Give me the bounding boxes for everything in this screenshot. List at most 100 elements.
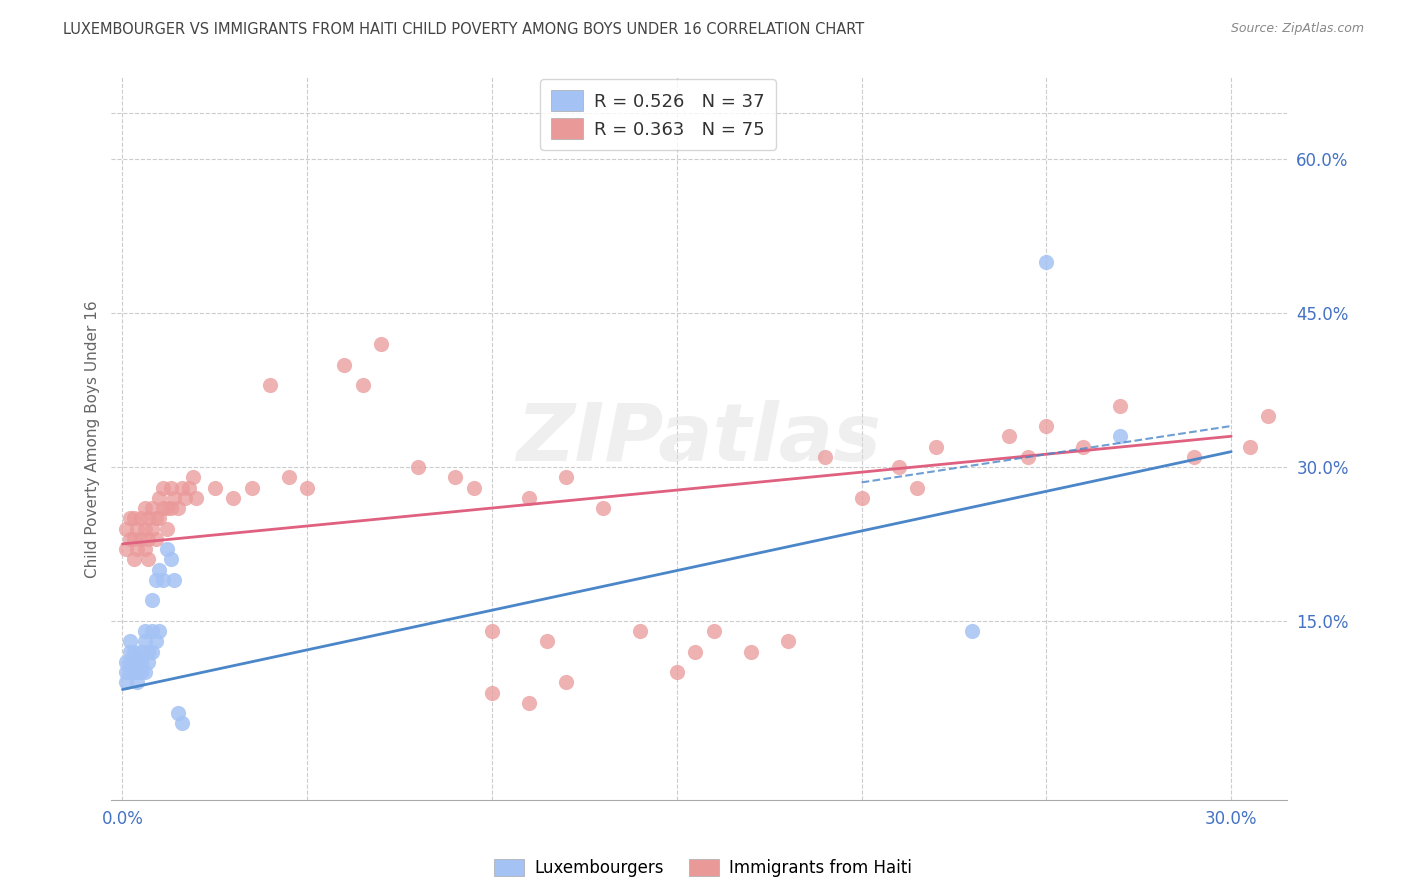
Point <box>156 501 179 516</box>
Point <box>134 634 156 648</box>
Point <box>129 511 152 525</box>
Point <box>170 716 193 731</box>
Point <box>1109 399 1132 413</box>
Legend: Luxembourgers, Immigrants from Haiti: Luxembourgers, Immigrants from Haiti <box>488 852 918 884</box>
Point <box>115 675 138 690</box>
Point <box>406 460 429 475</box>
Point <box>1239 440 1261 454</box>
Point <box>122 665 145 679</box>
Point <box>240 481 263 495</box>
Point <box>127 522 149 536</box>
Point <box>1182 450 1205 464</box>
Point <box>115 665 138 679</box>
Point <box>555 470 578 484</box>
Point <box>592 501 614 516</box>
Point <box>555 675 578 690</box>
Point <box>481 685 503 699</box>
Point <box>665 665 688 679</box>
Point <box>924 440 946 454</box>
Point <box>740 644 762 658</box>
Point <box>138 655 160 669</box>
Point <box>152 573 174 587</box>
Y-axis label: Child Poverty Among Boys Under 16: Child Poverty Among Boys Under 16 <box>86 300 100 578</box>
Point <box>145 511 167 525</box>
Point <box>177 481 200 495</box>
Point <box>141 624 163 638</box>
Point <box>115 655 138 669</box>
Point <box>297 481 319 495</box>
Text: Source: ZipAtlas.com: Source: ZipAtlas.com <box>1230 22 1364 36</box>
Point <box>370 337 392 351</box>
Point <box>127 675 149 690</box>
Point <box>156 522 179 536</box>
Point <box>115 522 138 536</box>
Point <box>905 481 928 495</box>
Point <box>1109 429 1132 443</box>
Point <box>163 573 186 587</box>
Point <box>222 491 245 505</box>
Point <box>444 470 467 484</box>
Point <box>703 624 725 638</box>
Point <box>148 563 170 577</box>
Point <box>517 696 540 710</box>
Point <box>333 358 356 372</box>
Point <box>685 644 707 658</box>
Point <box>998 429 1021 443</box>
Point <box>352 378 374 392</box>
Point <box>134 522 156 536</box>
Point <box>481 624 503 638</box>
Point <box>152 501 174 516</box>
Point <box>1035 255 1057 269</box>
Point <box>174 491 197 505</box>
Point <box>145 532 167 546</box>
Point <box>628 624 651 638</box>
Point <box>204 481 226 495</box>
Point <box>129 655 152 669</box>
Point <box>536 634 558 648</box>
Point <box>134 542 156 557</box>
Text: LUXEMBOURGER VS IMMIGRANTS FROM HAITI CHILD POVERTY AMONG BOYS UNDER 16 CORRELAT: LUXEMBOURGER VS IMMIGRANTS FROM HAITI CH… <box>63 22 865 37</box>
Point <box>118 665 141 679</box>
Point <box>148 511 170 525</box>
Point <box>776 634 799 648</box>
Point <box>277 470 299 484</box>
Point <box>517 491 540 505</box>
Point <box>141 644 163 658</box>
Point <box>118 511 141 525</box>
Point <box>141 593 163 607</box>
Point <box>851 491 873 505</box>
Point <box>134 665 156 679</box>
Point <box>138 511 160 525</box>
Point <box>186 491 208 505</box>
Point <box>145 573 167 587</box>
Point <box>134 501 156 516</box>
Point <box>148 491 170 505</box>
Point <box>129 532 152 546</box>
Text: ZIPatlas: ZIPatlas <box>516 400 882 478</box>
Point <box>167 501 190 516</box>
Point <box>156 542 179 557</box>
Point <box>167 706 190 720</box>
Point <box>159 552 181 566</box>
Point <box>122 532 145 546</box>
Point <box>148 624 170 638</box>
Point <box>170 481 193 495</box>
Point <box>122 644 145 658</box>
Point <box>127 542 149 557</box>
Point <box>122 511 145 525</box>
Point <box>129 644 152 658</box>
Point <box>118 655 141 669</box>
Point <box>141 522 163 536</box>
Point <box>152 481 174 495</box>
Point <box>118 634 141 648</box>
Point <box>145 634 167 648</box>
Point <box>141 501 163 516</box>
Point <box>138 644 160 658</box>
Point <box>138 552 160 566</box>
Point <box>122 655 145 669</box>
Point <box>887 460 910 475</box>
Point <box>181 470 204 484</box>
Point <box>122 552 145 566</box>
Point <box>159 501 181 516</box>
Point <box>1073 440 1095 454</box>
